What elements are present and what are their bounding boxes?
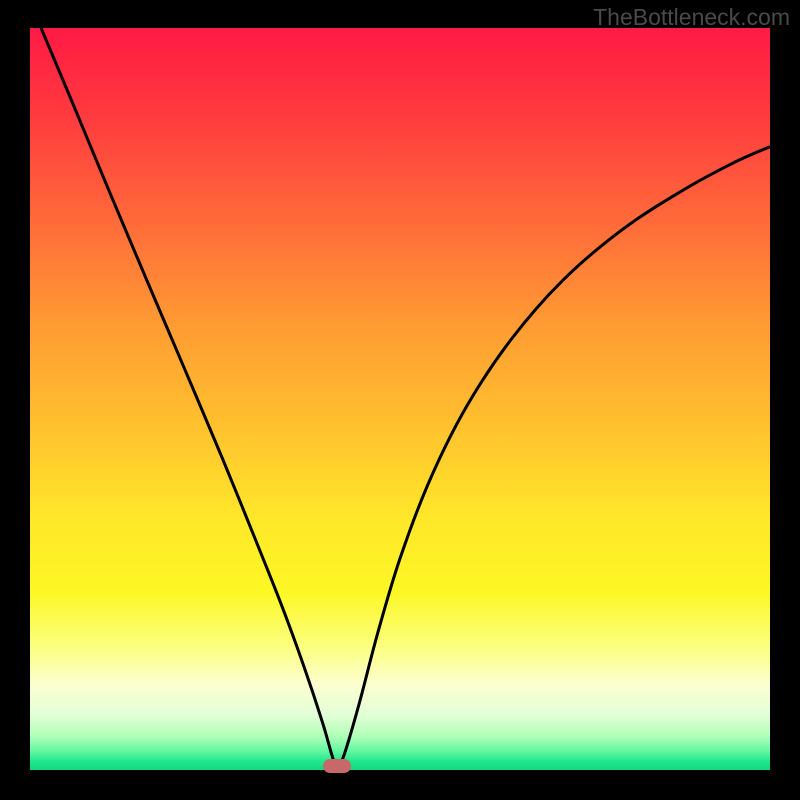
plot-area <box>30 28 770 770</box>
curve-left-branch <box>41 28 337 770</box>
optimum-marker <box>323 759 351 773</box>
curve-right-branch <box>337 147 770 770</box>
bottleneck-curve <box>30 28 770 770</box>
watermark-text: TheBottleneck.com <box>593 4 790 31</box>
chart-canvas: TheBottleneck.com <box>0 0 800 800</box>
